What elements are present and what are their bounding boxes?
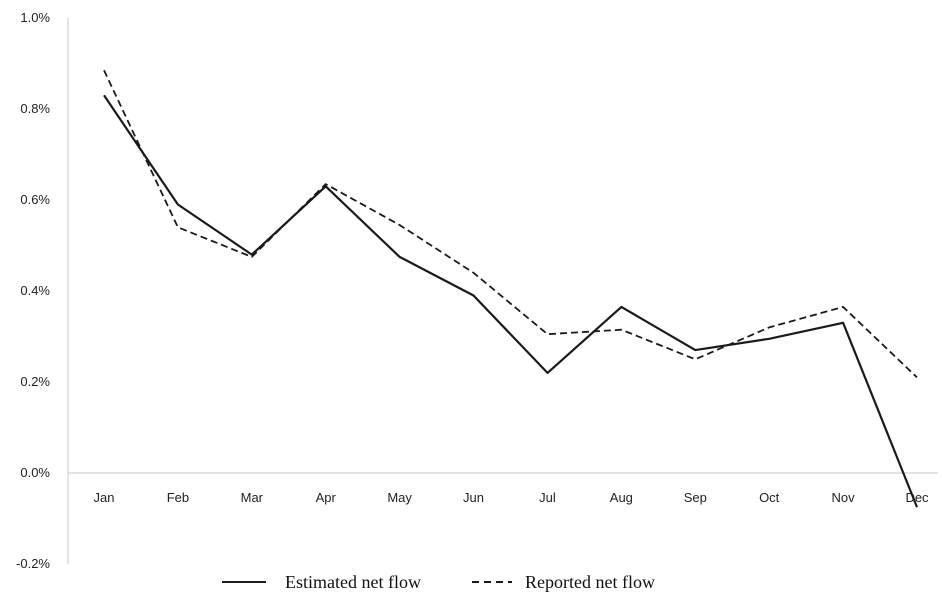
legend-label: Estimated net flow [285, 572, 421, 592]
y-tick-label: 0.6% [20, 192, 50, 207]
y-tick-label: 1.0% [20, 10, 50, 25]
series-line-reported-net-flow [103, 69, 918, 379]
x-tick-label: Jul [539, 490, 556, 505]
x-tick-label: Dec [905, 490, 929, 505]
x-tick-label: Apr [316, 490, 337, 505]
legend-label: Reported net flow [525, 572, 655, 592]
y-tick-label: -0.2% [16, 556, 50, 571]
x-tick-label: Nov [832, 490, 856, 505]
y-tick-label: 0.8% [20, 101, 50, 116]
x-tick-label: Aug [610, 490, 633, 505]
y-tick-label: 0.4% [20, 283, 50, 298]
series-line-estimated-net-flow [103, 94, 919, 508]
x-tick-label: Feb [167, 490, 189, 505]
chart-axes [67, 18, 938, 564]
y-axis-tick-labels: 1.0% 0.8% 0.6% 0.4% 0.2% 0.0% -0.2% [16, 10, 50, 571]
x-tick-label: Jan [94, 490, 115, 505]
x-tick-label: Sep [684, 490, 707, 505]
legend: Estimated net flow Reported net flow [222, 572, 655, 592]
y-tick-label: 0.0% [20, 465, 50, 480]
x-tick-label: Jun [463, 490, 484, 505]
x-tick-label: Mar [241, 490, 264, 505]
x-axis-tick-labels: Jan Feb Mar Apr May Jun Jul Aug Sep Oct Nov Dec [94, 490, 930, 505]
x-tick-label: Oct [759, 490, 780, 505]
series-lines [103, 69, 919, 508]
x-tick-label: May [387, 490, 412, 505]
y-tick-label: 0.2% [20, 374, 50, 389]
